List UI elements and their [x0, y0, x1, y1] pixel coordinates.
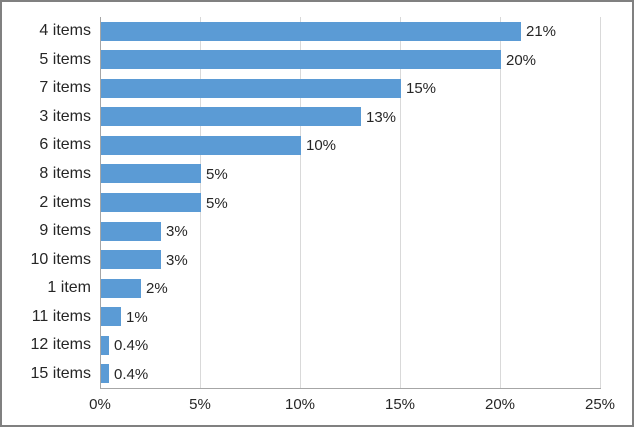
- value-label-6-items: 10%: [306, 137, 337, 155]
- value-label-2-items: 5%: [206, 194, 228, 212]
- bar-3-items: [101, 107, 361, 127]
- category-label-15-items: 15 items: [30, 364, 91, 382]
- y-axis-line: [100, 17, 101, 388]
- bar-6-items: [101, 135, 301, 155]
- x-tick-label-0pct: 0%: [89, 396, 111, 413]
- bar-8-items: [101, 164, 201, 184]
- gridline-15pct: [400, 17, 401, 388]
- value-label-12-items: 0.4%: [114, 337, 149, 355]
- category-label-8-items: 8 items: [39, 164, 91, 182]
- category-label-10-items: 10 items: [30, 250, 91, 268]
- x-tick-label-15pct: 15%: [384, 396, 416, 413]
- category-label-2-items: 2 items: [39, 193, 91, 211]
- bar-11-items: [101, 307, 121, 327]
- category-label-11-items: 11 items: [31, 307, 91, 325]
- category-label-7-items: 7 items: [39, 79, 91, 97]
- gridline-25pct: [600, 17, 601, 388]
- category-label-4-items: 4 items: [39, 22, 91, 40]
- bar-12-items: [101, 335, 109, 355]
- category-label-5-items: 5 items: [39, 50, 91, 68]
- bar-9-items: [101, 221, 161, 241]
- x-axis-line: [100, 388, 601, 389]
- value-label-9-items: 3%: [166, 223, 188, 241]
- bar-15-items: [101, 364, 109, 384]
- value-label-1-item: 2%: [146, 280, 168, 298]
- category-label-6-items: 6 items: [39, 136, 91, 154]
- value-label-15-items: 0.4%: [114, 365, 149, 383]
- bar-4-items: [101, 21, 521, 41]
- x-tick-label-5pct: 5%: [189, 396, 211, 413]
- value-label-5-items: 20%: [506, 51, 537, 69]
- bar-1-item: [101, 278, 141, 298]
- value-label-3-items: 13%: [366, 108, 397, 126]
- bar-5-items: [101, 50, 501, 70]
- x-tick-label-25pct: 25%: [584, 396, 616, 413]
- category-label-12-items: 12 items: [30, 336, 91, 354]
- gridline-10pct: [300, 17, 301, 388]
- value-label-8-items: 5%: [206, 165, 228, 183]
- x-tick-label-20pct: 20%: [484, 396, 516, 413]
- bar-2-items: [101, 193, 201, 212]
- value-label-4-items: 21%: [526, 23, 557, 41]
- value-label-10-items: 3%: [166, 251, 188, 269]
- value-label-7-items: 15%: [406, 80, 437, 98]
- category-label-3-items: 3 items: [39, 107, 91, 125]
- bar-10-items: [101, 250, 161, 270]
- category-label-9-items: 9 items: [39, 222, 91, 240]
- gridline-20pct: [500, 17, 501, 388]
- x-tick-label-10pct: 10%: [284, 396, 316, 413]
- bar-7-items: [101, 78, 401, 98]
- value-label-11-items: 1%: [126, 308, 148, 326]
- category-label-1-item: 1 item: [47, 279, 91, 297]
